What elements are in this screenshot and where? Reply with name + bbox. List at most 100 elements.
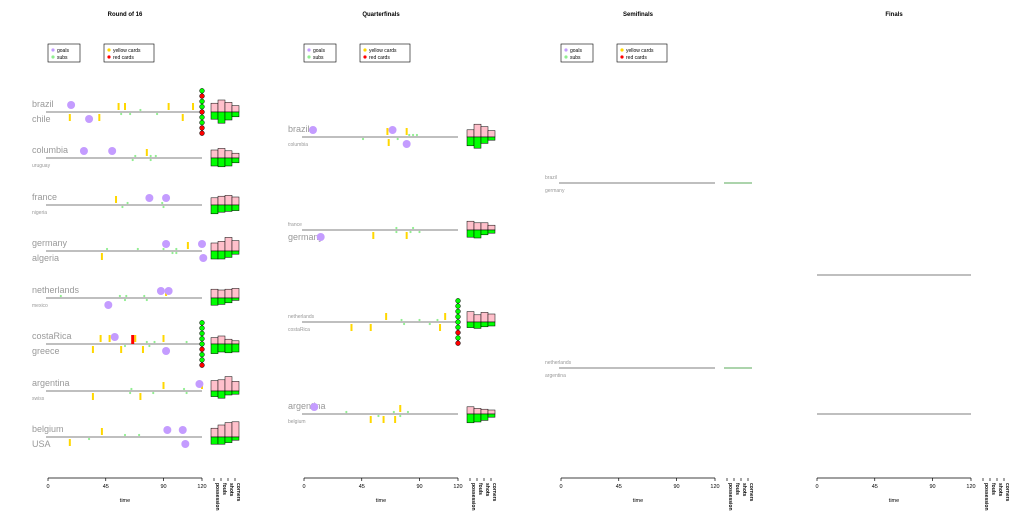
legend-goals-label: goals — [313, 48, 325, 54]
yellow-card-marker — [141, 346, 144, 353]
stat-label: possession — [983, 483, 989, 511]
team2-label: algeria — [32, 253, 59, 263]
yellow-card-marker — [98, 114, 101, 121]
team2-stat-bar — [487, 413, 496, 418]
match-stat-bars — [210, 376, 240, 399]
penalty-marker — [199, 130, 205, 136]
sub-marker — [408, 133, 411, 137]
goal-marker — [104, 301, 113, 309]
x-tick-label: 45 — [103, 484, 109, 490]
match: france nigeria — [32, 192, 240, 216]
stat-label: corners — [235, 483, 241, 502]
sub-marker — [123, 433, 127, 437]
sub-marker — [415, 133, 419, 137]
team1-stat-bar — [217, 148, 226, 159]
sub-marker — [149, 158, 152, 162]
x-tick-label: 120 — [453, 484, 462, 490]
stat-label: corners — [1004, 483, 1010, 502]
penalty-marker — [199, 93, 205, 99]
team2-stat-bar — [210, 250, 219, 260]
sub-marker — [154, 154, 157, 158]
sub-marker — [182, 387, 186, 391]
sub-marker — [345, 410, 348, 414]
legend-red-label: red cards — [113, 55, 134, 61]
stat-label: fouls — [990, 483, 996, 495]
team1-label: belgium — [32, 424, 64, 434]
sub-marker — [105, 247, 109, 251]
yellow-card-marker — [145, 149, 148, 156]
yellow-card-marker — [139, 393, 142, 400]
team2-stat-bar — [210, 111, 219, 120]
x-tick-label: 90 — [160, 484, 166, 490]
team1-stat-bar — [487, 409, 496, 415]
x-tick-label: 45 — [616, 484, 622, 490]
team1-stat-bar — [466, 406, 475, 415]
legend-box-events — [303, 43, 337, 63]
team2-stat-bar — [480, 413, 489, 421]
x-tick-label: 0 — [815, 484, 818, 490]
sub-marker — [392, 410, 395, 414]
goal-marker — [178, 426, 187, 434]
goal-marker — [181, 440, 190, 448]
sub-marker — [123, 344, 127, 348]
team2-stat-bar — [473, 136, 482, 149]
yellow-card-marker — [186, 242, 189, 249]
goal-marker — [198, 240, 206, 248]
yellow-card-marker — [124, 103, 126, 110]
sub-marker — [411, 133, 415, 137]
legend-subs-swatch — [51, 55, 55, 59]
team2-label: USA — [32, 439, 51, 449]
legend-box-cards — [616, 43, 668, 63]
team1-stat-bar — [231, 152, 240, 159]
team1-stat-bar — [473, 408, 482, 415]
team1-stat-bar — [217, 195, 226, 206]
team1-stat-bar — [210, 337, 219, 345]
team1-stat-bar — [487, 313, 496, 323]
x-axis-title: time — [633, 498, 643, 504]
penalty-marker — [199, 336, 205, 342]
team2-stat-bar — [231, 250, 240, 255]
sub-marker — [87, 437, 91, 441]
goal-marker — [85, 115, 94, 123]
team1-stat-bar — [224, 338, 233, 345]
x-tick-label: 90 — [416, 484, 422, 490]
team2-stat-bar — [224, 157, 233, 167]
legend-yellow-swatch — [620, 48, 624, 52]
team1-label: brazil — [288, 124, 310, 134]
team2-stat-bar — [480, 136, 489, 144]
match-stat-bars — [210, 288, 240, 306]
team1-stat-bar — [231, 381, 240, 392]
team2-stat-bar — [210, 204, 219, 215]
yellow-card-marker — [192, 103, 195, 110]
team1-label: netherlands — [545, 360, 572, 366]
team2-label: germany — [288, 232, 324, 242]
sub-marker — [395, 230, 398, 234]
team1-stat-bar — [224, 195, 233, 206]
sub-marker — [377, 414, 380, 418]
sub-marker — [152, 391, 155, 395]
yellow-card-marker — [117, 103, 120, 110]
match-stat-bars — [210, 421, 240, 445]
legend-subs-swatch — [307, 55, 311, 59]
match: netherlands costaRica — [288, 298, 496, 346]
team2-stat-bar — [480, 229, 489, 236]
team1-label: netherlands — [32, 285, 80, 295]
penalty-marker — [199, 104, 205, 110]
team1-stat-bar — [224, 237, 233, 252]
team2-stat-bar — [466, 413, 475, 424]
team1-stat-bar — [210, 197, 219, 206]
team1-stat-bar — [480, 222, 489, 231]
team1-stat-bar — [210, 102, 219, 113]
yellow-card-marker — [120, 346, 123, 353]
goal-marker — [145, 194, 154, 202]
team1-stat-bar — [231, 340, 240, 345]
team1-stat-bar — [224, 102, 233, 113]
legend-box-events — [560, 43, 594, 63]
sub-marker — [138, 433, 141, 437]
yellow-card-marker — [405, 128, 408, 135]
goal-marker — [110, 333, 119, 341]
team2-stat-bar — [231, 157, 240, 164]
sub-marker — [399, 414, 402, 418]
